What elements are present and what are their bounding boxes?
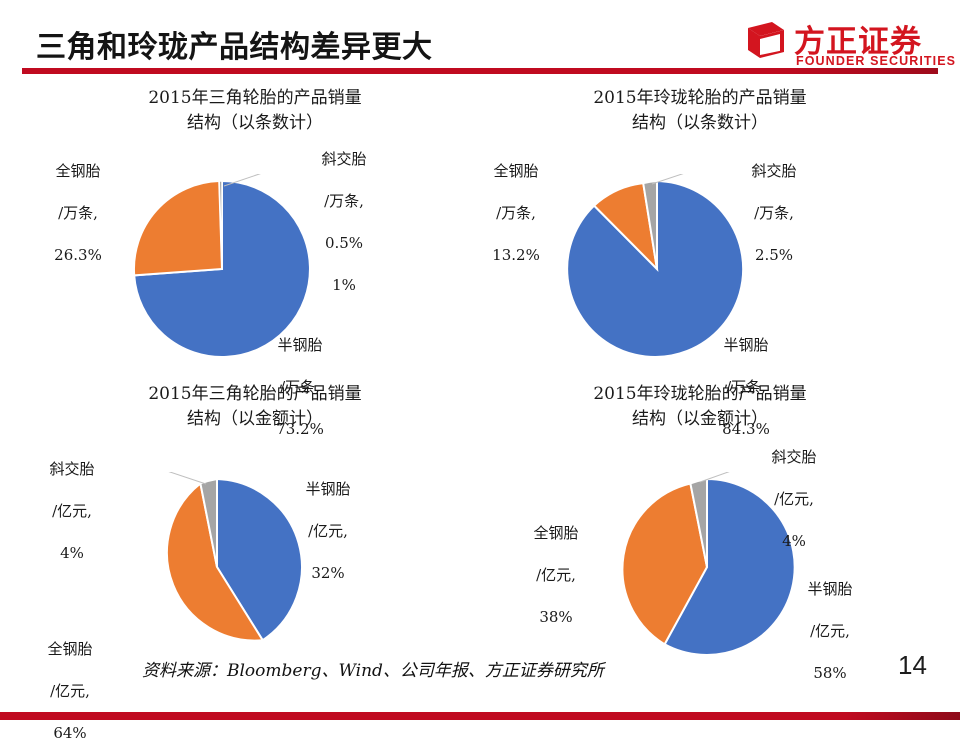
pie-label-xiejiao: 斜交胎 /万条, 2.5% — [728, 140, 820, 266]
label-unit: /亿元, — [50, 682, 90, 700]
founder-cube-icon — [748, 22, 784, 58]
pie-label-quangang: 全钢胎 /万条, 26.3% — [32, 140, 124, 266]
label-unit: /亿元, — [52, 502, 92, 520]
pie-slice-gray — [199, 477, 218, 568]
page-title: 三角和玲珑产品结构差异更大 — [36, 30, 433, 65]
label-value: 64% — [53, 724, 87, 742]
label-name: 斜交胎 — [321, 150, 367, 168]
pie-label-quangang: 全钢胎 /亿元, 38% — [510, 502, 602, 628]
source-note: 资料来源：Bloomberg、Wind、公司年报、方正证券研究所 — [142, 661, 604, 681]
chart-sanjiao-volume: 2015年三角轮胎的产品销量 结构（以条数计） 全钢胎 /万条, 26.3% 斜… — [54, 86, 480, 438]
label-name: 全钢胎 — [47, 640, 93, 658]
label-name: 半钢胎 — [277, 336, 323, 354]
slide-header: 三角和玲珑产品结构差异更大 方正证券 FOUNDER SECURITIES — [0, 0, 960, 78]
label-unit: /万条, — [324, 192, 364, 210]
pie-slice-blue — [566, 179, 745, 358]
label-value-alt: 1% — [332, 276, 356, 294]
label-unit: /万条, — [496, 204, 536, 222]
pie-label-bangang: 半钢胎 /亿元, 58% — [784, 558, 876, 684]
pie-label-bangang: 半钢胎 /亿元, 32% — [282, 458, 374, 584]
chart-title: 2015年三角轮胎的产品销量 结构（以金额计） — [148, 384, 362, 429]
chart-sanjiao-revenue: 2015年三角轮胎的产品销量 结构（以金额计） 斜交胎 /亿元, 4% 半钢胎 … — [47, 382, 480, 742]
label-unit: /万条, — [754, 204, 794, 222]
label-value: 32% — [311, 564, 345, 582]
label-name: 半钢胎 — [807, 580, 853, 598]
chart-linglong-volume: 2015年玲珑轮胎的产品销量 结构（以条数计） 全钢胎 /万条, 13.2% 斜… — [492, 86, 930, 438]
pie-canvas — [122, 463, 312, 667]
label-value: 4% — [782, 532, 806, 550]
chart-title: 2015年三角轮胎的产品销量 结构（以条数计） — [148, 88, 362, 133]
label-value: 2.5% — [754, 246, 794, 264]
pie-canvas — [562, 163, 752, 369]
pie-label-bangang: 半钢胎 /万条, 73.2% — [250, 314, 350, 440]
label-name: 斜交胎 — [49, 460, 95, 478]
label-unit: /亿元, — [774, 490, 814, 508]
label-value: 58% — [813, 664, 847, 682]
label-name: 半钢胎 — [305, 480, 351, 498]
chart-title: 2015年玲珑轮胎的产品销量 结构（以金额计） — [593, 384, 807, 429]
label-value: 84.3% — [722, 420, 770, 438]
chart-linglong-revenue: 2015年玲珑轮胎的产品销量 结构（以金额计） 斜交胎 /亿元, 4% 全钢胎 … — [500, 382, 930, 682]
footer-divider — [0, 712, 960, 720]
pie-label-xiejiao: 斜交胎 /亿元, 4% — [26, 438, 118, 564]
title-divider — [22, 68, 938, 74]
pie-slice-orange — [132, 180, 224, 277]
label-value: 13.2% — [492, 246, 540, 264]
pie-label-xiejiao: 斜交胎 /万条, 0.5% 1% — [298, 128, 390, 296]
company-logo: 方正证券 FOUNDER SECURITIES — [746, 18, 955, 70]
pie-slice-orange — [165, 481, 265, 642]
pie-canvas — [127, 167, 317, 369]
label-name: 半钢胎 — [723, 336, 769, 354]
pie-slice-blue — [663, 477, 796, 656]
label-unit: /亿元, — [536, 566, 576, 584]
label-name: 全钢胎 — [533, 524, 579, 542]
label-unit: /亿元, — [308, 522, 348, 540]
label-value: 4% — [60, 544, 84, 562]
pie-label-xiejiao: 斜交胎 /亿元, 4% — [748, 426, 840, 552]
label-unit: /亿元, — [810, 622, 850, 640]
pie-label-bangang: 半钢胎 /万条, 84.3% — [696, 314, 796, 440]
chart-title: 2015年玲珑轮胎的产品销量 结构（以条数计） — [593, 88, 807, 133]
label-value: 73.2% — [276, 420, 324, 438]
label-value: 38% — [539, 608, 573, 626]
logo-text-en: FOUNDER SECURITIES — [796, 54, 957, 68]
label-unit: /万条, — [280, 378, 320, 396]
label-value: 0.5% — [324, 234, 364, 252]
pie-canvas — [612, 459, 802, 667]
label-value: 26.3% — [54, 246, 102, 264]
label-name: 斜交胎 — [771, 448, 817, 466]
pie-label-quangang: 全钢胎 /亿元, 64% — [24, 618, 116, 744]
pie-slice-gray — [642, 179, 658, 270]
label-name: 全钢胎 — [493, 162, 539, 180]
logo-text-cn: 方正证券 — [794, 24, 922, 60]
pie-label-quangang: 全钢胎 /万条, 13.2% — [470, 140, 562, 266]
pie-slice-gray — [218, 180, 223, 270]
label-unit: /万条, — [726, 378, 766, 396]
page-number: 14 — [898, 650, 927, 680]
label-name: 全钢胎 — [55, 162, 101, 180]
label-name: 斜交胎 — [751, 162, 797, 180]
label-unit: /万条, — [58, 204, 98, 222]
leader-line — [145, 463, 207, 485]
pie-slice-orange — [621, 482, 709, 646]
